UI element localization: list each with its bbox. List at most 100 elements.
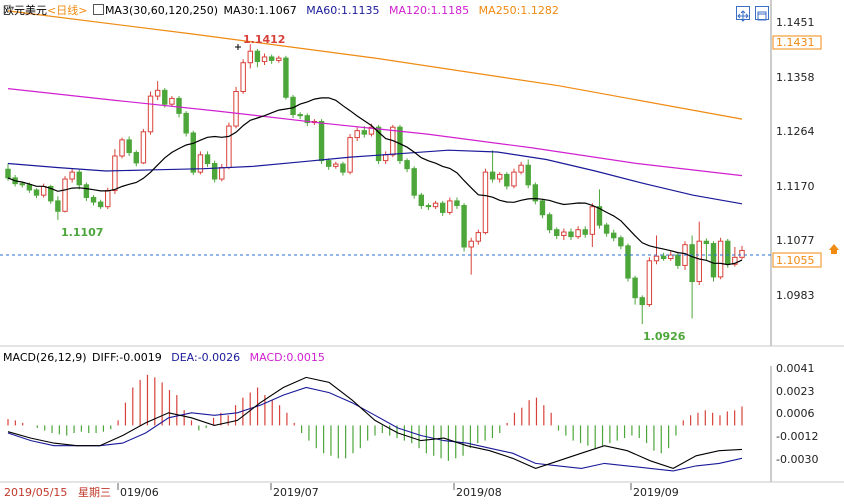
candle-body (268, 56, 275, 61)
candle-body (496, 173, 503, 180)
macd-dea: DEA:-0.0026 (171, 351, 241, 364)
candle-body (461, 205, 467, 248)
candle-body (219, 167, 225, 180)
candle-body (625, 245, 631, 279)
y-tick-label: 1.1451 (776, 16, 815, 29)
candle-body (83, 184, 90, 198)
candle-body (525, 164, 531, 186)
indicator-icon[interactable] (92, 4, 104, 15)
ma250-value: MA250:1.1282 (478, 4, 559, 17)
macd-diff: DIFF:-0.0019 (92, 351, 162, 364)
y-tick-label: 1.1077 (776, 234, 815, 247)
candle-body (254, 50, 261, 63)
candle-body (418, 194, 425, 207)
candle-body (97, 201, 104, 208)
candle-body (725, 240, 731, 265)
candle-body (333, 163, 339, 167)
candle-body (660, 255, 667, 260)
candle-body (703, 240, 710, 245)
candle-body (325, 160, 332, 167)
candle-body (26, 184, 33, 191)
candle-body (439, 202, 446, 213)
period-label[interactable]: <日线> (47, 4, 88, 17)
candle-body (105, 190, 111, 208)
candle-body (447, 200, 453, 213)
candle-body (375, 126, 382, 162)
macd-panel (7, 374, 743, 472)
ma250-price-tag (772, 35, 822, 50)
candle-body (404, 160, 410, 170)
ma250-price-tag-text: 1.1431 (776, 36, 815, 49)
candle-body (639, 297, 645, 306)
candle-body (276, 57, 282, 61)
candle-body (62, 178, 68, 212)
candle-body (48, 186, 54, 202)
ma60-value: MA60:1.1135 (306, 4, 380, 17)
candle-body (69, 171, 75, 180)
candle-body (76, 171, 82, 186)
candle-body (454, 200, 460, 207)
candle-body (183, 112, 189, 134)
macd-y-tick: 0.0041 (776, 362, 815, 375)
candle-body (162, 89, 168, 105)
macd-value: MACD:0.0015 (249, 351, 325, 364)
candle-body (653, 255, 660, 262)
x-axis-label: 2019/08 (456, 486, 502, 499)
candle-body (489, 171, 496, 180)
candle-body (126, 139, 132, 154)
ma30-line (7, 97, 743, 266)
candle-body (154, 89, 161, 97)
candle-body (717, 240, 724, 278)
y-tick-label: 1.1264 (776, 125, 815, 138)
move-arrows-icon[interactable] (736, 6, 750, 22)
maximize-icon[interactable] (755, 6, 769, 21)
candle-body (147, 95, 154, 133)
candle-body (40, 186, 47, 196)
candle-body (696, 240, 702, 283)
macd-y-tick: -0.0012 (776, 430, 818, 443)
candle-body (475, 232, 482, 242)
candle-body (575, 229, 581, 238)
candle-body (290, 96, 296, 116)
candle-body (425, 205, 432, 208)
x-axis-label: 2019/09 (633, 486, 679, 499)
candle-body (504, 173, 510, 187)
candle-body (176, 97, 182, 114)
ma120-value: MA120:1.1185 (388, 4, 470, 17)
candle-body (354, 130, 360, 139)
candle-body (368, 126, 375, 135)
y-tick-label: 1.0983 (776, 289, 815, 302)
candle-body (55, 200, 61, 212)
moving-average-lines (7, 10, 743, 266)
y-tick-label: 1.1358 (776, 71, 815, 84)
ma30-value: MA30:1.1067 (223, 4, 297, 17)
candle-body (133, 152, 139, 164)
price-marker-arrow-icon (829, 244, 839, 250)
ma250-line (7, 10, 743, 120)
candle-body (190, 132, 196, 173)
candle-body (33, 189, 40, 196)
candle-body (554, 229, 560, 236)
candle-body (240, 62, 246, 93)
x-axis-label: 2019/07 (273, 486, 319, 499)
macd-name: MACD(26,12,9) (3, 351, 87, 364)
candle-body (169, 97, 175, 105)
candle-body (546, 214, 553, 231)
candle-body (568, 231, 574, 238)
candle-body (518, 164, 524, 173)
candle-body (140, 131, 147, 164)
candle-body (532, 184, 539, 202)
candle-body (618, 237, 624, 247)
candle-body (646, 260, 653, 306)
macd-y-tick: -0.0030 (776, 453, 818, 466)
candle-body (689, 244, 695, 283)
candle-body (226, 125, 232, 169)
candle-body (710, 243, 717, 278)
candle-body (582, 229, 588, 235)
candle-body (603, 224, 610, 234)
macd-header: MACD(26,12,9) DIFF:-0.0019 DEA:-0.0026 M… (3, 351, 325, 365)
candle-body (589, 206, 596, 235)
candle-body (668, 254, 674, 260)
high-label: 1.1412 (243, 33, 285, 46)
candle-body (432, 202, 439, 208)
